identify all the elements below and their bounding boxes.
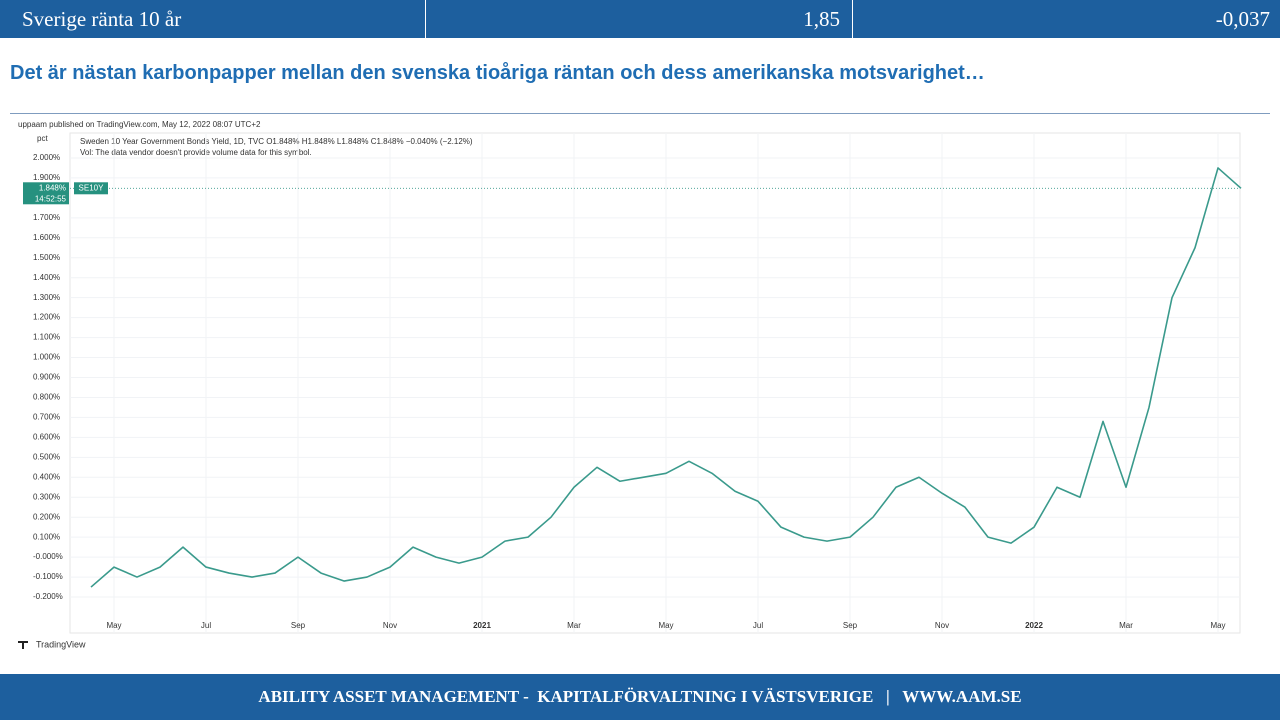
unit-label: pct — [37, 134, 48, 143]
footer-bar: ABILITY ASSET MANAGEMENT - KAPITALFÖRVAL… — [0, 674, 1280, 720]
header-change: -0,037 — [1215, 7, 1270, 31]
volume-note: Vol: The data vendor doesn't provide vol… — [80, 148, 312, 157]
header-label: Sverige ränta 10 år — [0, 0, 426, 38]
x-tick-label: 2022 — [1025, 621, 1043, 630]
header-value: 1,85 — [426, 0, 853, 38]
y-tick-label: 1.400% — [33, 273, 60, 282]
x-tick-label: Mar — [567, 621, 581, 630]
y-tick-label: 2.000% — [33, 153, 60, 162]
y-tick-label: -0.200% — [33, 592, 63, 601]
yield-line — [90, 167, 1242, 588]
y-tick-label: 0.300% — [33, 492, 60, 501]
x-tick-label: Nov — [383, 621, 397, 630]
y-tick-label: -0.100% — [33, 572, 63, 581]
countdown-label: 14:52:55 — [35, 194, 67, 203]
x-tick-label: Jul — [201, 621, 211, 630]
y-tick-label: 1.100% — [33, 333, 60, 342]
y-tick-label: 1.600% — [33, 233, 60, 242]
y-tick-label: 0.700% — [33, 413, 60, 422]
x-tick-label: May — [658, 621, 673, 630]
y-tick-label: 0.600% — [33, 432, 60, 441]
y-tick-label: 0.400% — [33, 472, 60, 481]
header-bar: Sverige ränta 10 år 1,85 -0,037 — [0, 0, 1280, 38]
brand-logo — [18, 641, 28, 649]
plot-area — [69, 132, 1241, 634]
symbol-tag — [74, 182, 108, 195]
y-tick-label: 1.700% — [33, 213, 60, 222]
x-tick-label: Nov — [935, 621, 949, 630]
chart-frame — [10, 118, 1270, 663]
y-tick-label: 0.500% — [33, 452, 60, 461]
slide-title: Det är nästan karbonpapper mellan den sv… — [10, 62, 985, 84]
symbol-label: SE10Y — [79, 183, 105, 192]
y-tick-label: 1.000% — [33, 353, 60, 362]
brand: TradingView — [36, 639, 86, 649]
y-tick-label: 0.200% — [33, 512, 60, 521]
price-label: 1.848% — [39, 183, 66, 192]
x-tick-label: 2021 — [473, 621, 491, 630]
x-tick-label: Sep — [291, 621, 306, 630]
x-tick-label: Sep — [843, 621, 858, 630]
published-note: uppaam published on TradingView.com, May… — [18, 120, 261, 129]
y-tick-label: 1.200% — [33, 313, 60, 322]
divider — [10, 113, 1270, 114]
y-tick-label: 1.500% — [33, 253, 60, 262]
x-tick-label: May — [106, 621, 121, 630]
y-tick-label: 0.100% — [33, 532, 60, 541]
y-tick-label: 1.300% — [33, 293, 60, 302]
x-tick-label: Jul — [753, 621, 763, 630]
x-tick-label: May — [1210, 621, 1225, 630]
y-tick-label: -0.000% — [33, 552, 63, 561]
countdown-tag — [23, 193, 69, 205]
legend-line: Sweden 10 Year Government Bonds Yield, 1… — [80, 137, 473, 146]
y-tick-label: 0.800% — [33, 393, 60, 402]
y-tick-label: 0.900% — [33, 373, 60, 382]
y-tick-label: 1.900% — [33, 173, 60, 182]
x-tick-label: Mar — [1119, 621, 1133, 630]
price-tag — [23, 182, 69, 195]
